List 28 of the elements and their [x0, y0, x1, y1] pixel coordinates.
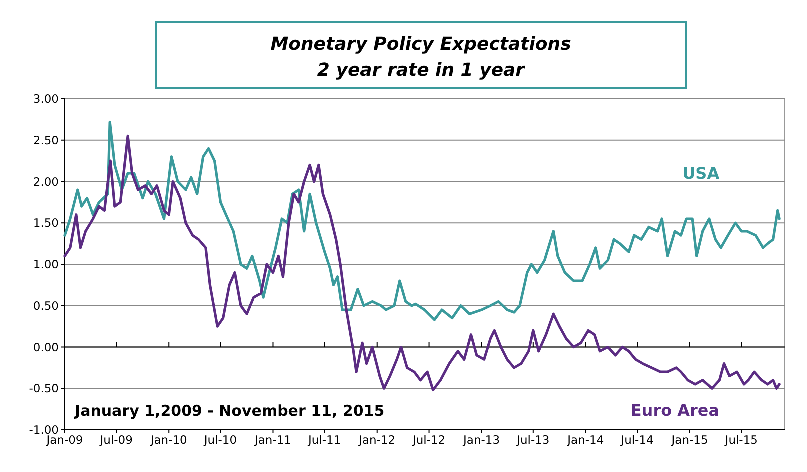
- line-series: [64, 120, 781, 322]
- x-tick-label: Jul-15: [724, 433, 758, 447]
- annotation: January 1,2009 - November 11, 2015: [74, 402, 385, 420]
- y-tick-label: 3.00: [33, 92, 59, 106]
- chart-subtitle: 2 year rate in 1 year: [317, 60, 526, 81]
- x-tick-label: Jul-14: [620, 433, 654, 447]
- x-tick-label: Jan-14: [566, 433, 604, 447]
- chart-title: Monetary Policy Expectations: [270, 34, 572, 55]
- x-tick-label: Jan-15: [670, 433, 708, 447]
- x-tick-label: Jul-09: [99, 433, 133, 447]
- x-tick-label: Jul-13: [516, 433, 550, 447]
- x-tick-label: Jul-12: [412, 433, 446, 447]
- text: USA: [682, 164, 720, 183]
- y-tick-label: 0.00: [33, 340, 59, 354]
- y-tick-label: 1.50: [33, 216, 59, 230]
- y-tick-label: 2.00: [33, 174, 59, 189]
- x-tick-label: Jul-11: [308, 433, 342, 447]
- x-tick-label: Jan-12: [358, 433, 396, 447]
- x-tick-label: Jan-11: [254, 433, 292, 447]
- line-series: [64, 134, 781, 392]
- y-tick-label: 1.00: [33, 258, 59, 272]
- x-tick-label: Jul-10: [203, 433, 238, 447]
- y-tick-label: 2.50: [33, 133, 59, 148]
- x-tick-label: Jan-10: [150, 433, 188, 447]
- x-tick-label: Jan-13: [462, 433, 500, 447]
- series-label: Euro Area: [630, 401, 720, 420]
- y-tick-label: -0.50: [29, 382, 59, 396]
- y-tick-label: 0.50: [33, 298, 59, 313]
